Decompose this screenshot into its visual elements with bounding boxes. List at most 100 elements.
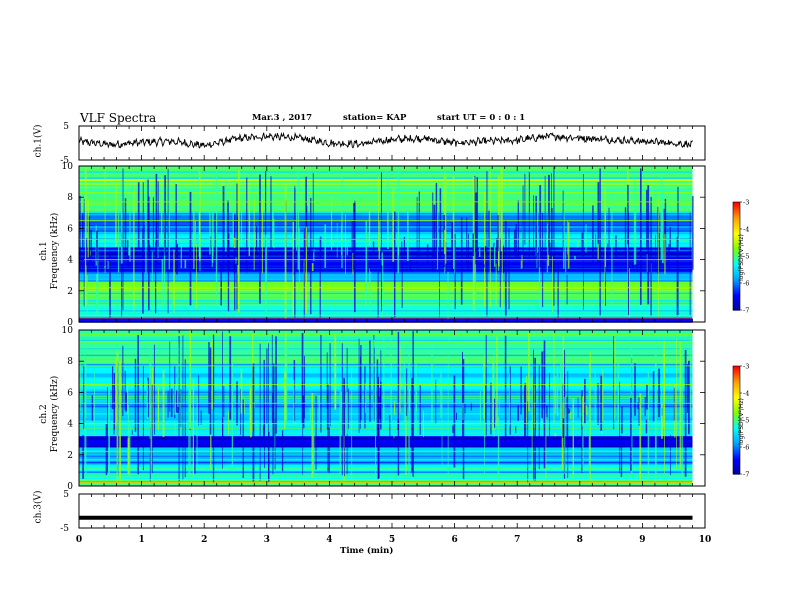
- ch1-waveform-panel: 5 -5: [60, 122, 706, 166]
- ch2-spectrogram-sferic-streak: [84, 342, 86, 469]
- ch2-spectrogram-sferic-streak: [673, 387, 675, 421]
- ch1-spectrogram-sferic-streak: [234, 261, 236, 311]
- ch1-spectrogram-sferic-streak: [585, 224, 587, 253]
- ch1-spectrogram-sferic-streak: [265, 234, 267, 315]
- ch2-spectrogram-sferic-streak: [284, 331, 287, 420]
- ch2-spectrogram-sferic-streak: [435, 379, 437, 424]
- ch1-waveform-line: [78, 131, 693, 149]
- ch1-spectrogram-sferic-streak: [233, 237, 236, 249]
- ch1-spectrogram-sferic-streak: [548, 174, 550, 256]
- ch2-spectrogram-y-tick-label: 6: [67, 388, 73, 398]
- ch1-spectrogram-sferic-streak: [495, 263, 497, 306]
- ch1-spectrogram-sferic-streak: [378, 176, 379, 251]
- ch2-spectrogram-sferic-streak: [652, 371, 655, 422]
- ch2-spectrogram-sferic-streak: [365, 382, 367, 413]
- ch2-spectrogram-sferic-streak: [664, 353, 665, 474]
- x-tick-label: 10: [699, 535, 712, 545]
- ch1-spectrogram-sferic-streak: [657, 198, 659, 318]
- ch1-spectrogram-sferic-streak: [452, 175, 455, 269]
- ch1-spectrogram-sferic-streak: [439, 228, 440, 318]
- ch2-spectrogram-spectral-line: [79, 375, 693, 377]
- ch1-spectrogram-sferic-streak: [567, 220, 568, 255]
- ch1-spectrogram-sferic-streak: [96, 274, 98, 315]
- ch2-colorbar-tick-label: -7: [743, 471, 749, 479]
- ch1-spectrogram-sferic-streak: [128, 238, 130, 256]
- ch1-spectrogram-sferic-streak: [199, 171, 201, 261]
- ch1-colorbar-swatch: [733, 270, 740, 273]
- ch1-y-tick-label: 5: [63, 122, 69, 132]
- ch1-spectrogram-sferic-streak: [650, 197, 652, 317]
- ch2-spectrogram-sferic-streak: [492, 357, 494, 431]
- ch1-spectrogram-sferic-streak: [120, 180, 123, 264]
- ch1-spectrogram-spectral-line: [79, 179, 693, 182]
- ch2-spectrogram-sferic-streak: [244, 399, 246, 415]
- ch2-spectrogram-sferic-streak: [470, 402, 472, 411]
- ch1-spectrogram-spectral-line: [79, 200, 693, 202]
- ch1-colorbar-swatch: [733, 268, 740, 271]
- ch1-spectrogram-sferic-streak: [336, 222, 338, 258]
- ch1-spectrogram-sferic-streak: [627, 212, 630, 316]
- ch1-spectrogram-sferic-streak: [365, 220, 368, 305]
- ch1-colorbar-label: log(PSD)(V²/Hz): [737, 234, 745, 281]
- ch1-spectrogram-y-tick-label: 2: [67, 287, 73, 297]
- ch3-y-tick-label: -5: [60, 524, 69, 534]
- ch1-spectrogram-sferic-streak: [528, 171, 530, 262]
- ch2-spectrogram-sferic-streak: [242, 399, 244, 479]
- ch1-spectrogram-sferic-streak: [248, 183, 251, 256]
- ch2-spectrogram-sferic-streak: [253, 368, 255, 409]
- ch2-spectrogram-spectral-line: [79, 467, 693, 470]
- ch1-spectrogram-sferic-streak: [484, 264, 485, 268]
- ch2-spectrogram-spectral-line: [79, 459, 693, 461]
- ch2-colorbar-swatch: [733, 407, 740, 410]
- ch3-ylabel: ch.3(V): [33, 490, 44, 524]
- ch2-spectrogram-sferic-streak: [318, 395, 320, 429]
- ch2-spectrogram-sferic-streak: [563, 349, 566, 415]
- ch1-spectrogram-sferic-streak: [567, 222, 570, 269]
- ch2-colorbar-swatch: [733, 385, 740, 389]
- ch2-colorbar-swatch: [733, 387, 740, 390]
- ch1-spectrogram-sferic-streak: [238, 169, 240, 314]
- ch1-spectrogram-sferic-streak: [368, 210, 371, 246]
- ch1-colorbar-swatch: [733, 254, 740, 257]
- ch1-colorbar-swatch: [733, 220, 740, 223]
- ch1-colorbar-swatch: [733, 203, 740, 207]
- ch2-colorbar-swatch: [733, 448, 740, 452]
- ch1-spectrogram-sferic-streak: [320, 236, 322, 257]
- ch1-spectrogram-sferic-streak: [246, 177, 248, 273]
- ch1-spectrogram-sferic-streak: [214, 213, 217, 259]
- ch2-colorbar-swatch: [733, 436, 740, 439]
- ch1-spectrogram-sferic-streak: [129, 207, 131, 262]
- ch1-colorbar-swatch: [733, 308, 740, 311]
- ch2-colorbar: -3 -4 -5 -6 -7: [732, 363, 749, 479]
- ch1-spectrogram-sferic-streak: [330, 263, 332, 265]
- ch2-spectrogram-sferic-streak: [134, 358, 137, 432]
- ch2-spectrogram-sferic-streak: [346, 391, 348, 435]
- ch2-spectrogram-sferic-streak: [375, 342, 377, 477]
- ch2-spectrogram-sferic-streak: [373, 339, 375, 428]
- ch2-colorbar-swatch: [733, 472, 740, 475]
- ch2-colorbar-swatch: [733, 373, 740, 376]
- x-tick-label: 6: [451, 535, 457, 545]
- ch1-spectrogram-spectral-line: [79, 310, 693, 312]
- ch2-spectrogram-sferic-streak: [564, 396, 566, 475]
- ch2-spectrogram-sferic-streak: [411, 378, 413, 473]
- ch2-spectrogram-spectral-line: [79, 373, 693, 376]
- ch1-spectrogram-sferic-streak: [488, 210, 490, 247]
- ch2-spectrogram-spectral-line: [79, 468, 693, 471]
- ch2-spectrogram-sferic-streak: [462, 351, 463, 437]
- ch2-spectrogram-sferic-streak: [343, 377, 345, 436]
- ch1-spectrogram-sferic-streak: [196, 243, 197, 309]
- ch1-colorbar-swatch: [733, 286, 740, 289]
- ch1-spectrogram-sferic-streak: [599, 168, 601, 316]
- ch2-spectrogram-panel: 0 2 4 6 8 10: [62, 326, 706, 492]
- ch2-spectrogram-sferic-streak: [137, 335, 139, 475]
- ch1-spectrogram-spectral-line: [79, 224, 693, 227]
- ch2-spectrogram-spectral-line: [79, 432, 693, 434]
- ch1-spectrogram-sferic-streak: [353, 200, 356, 313]
- ch1-spectrogram-sferic-streak: [522, 185, 524, 259]
- ch2-spectrogram-sferic-streak: [360, 345, 362, 421]
- ch1-colorbar-swatch: [733, 207, 740, 210]
- ch1-spectrogram-y-tick-label: 10: [62, 162, 74, 172]
- ch2-colorbar-swatch: [733, 394, 740, 398]
- ch2-spectrogram-spectral-line: [79, 482, 693, 484]
